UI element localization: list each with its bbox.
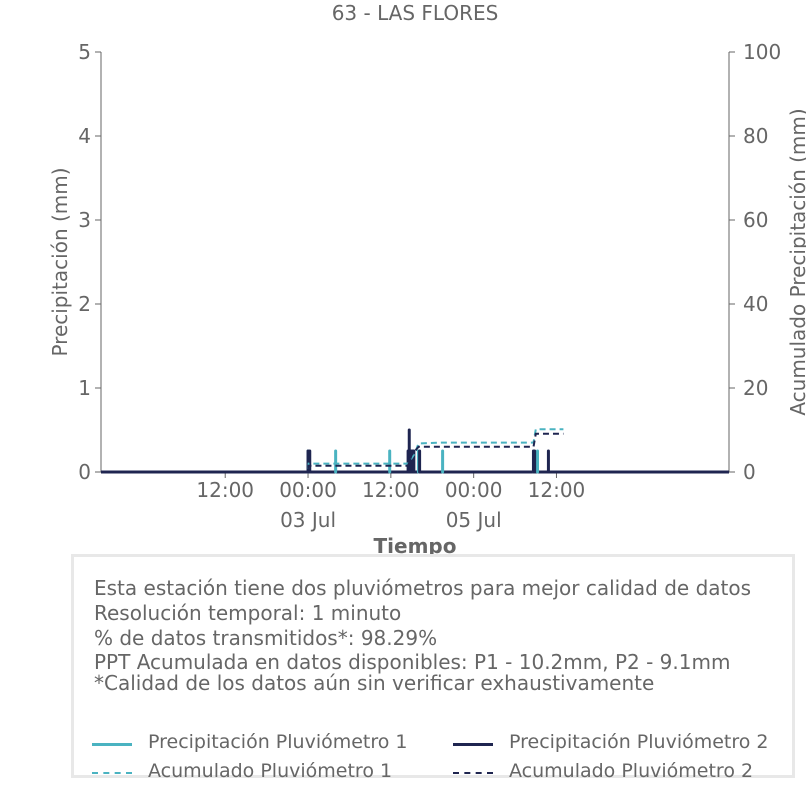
left-y-tick-label: 3: [78, 208, 91, 232]
left-y-axis-label: Precipitación (mm): [48, 167, 72, 356]
info-line-transmitted: % de datos transmitidos*: 98.29%: [94, 626, 438, 650]
legend-swatch-precip-p1: [92, 743, 132, 746]
right-y-tick-label: 20: [743, 376, 768, 400]
right-y-tick-label: 40: [743, 292, 768, 316]
right-y-axis-label: Acumulado Precipitación (mm): [786, 108, 806, 415]
info-line-quality-note: *Calidad de los datos aún sin verificar …: [94, 671, 655, 695]
left-y-tick-label: 4: [78, 124, 91, 148]
legend-swatch-acum-p2: [453, 772, 493, 774]
x-tick-date-label: 05 Jul: [446, 508, 502, 532]
right-y-tick-label: 60: [743, 208, 768, 232]
cumulative-line-2: [101, 432, 564, 473]
right-y-tick-label: 100: [743, 40, 781, 64]
x-tick-label: 12:00: [362, 478, 420, 502]
plot-area: 0 1 2 3 4 5 0 20 40 60 80 100 12:00 00:00 03 Jul 12:00 0…: [78, 40, 781, 532]
left-y-tick-label: 1: [78, 376, 91, 400]
chart-title: 63 - LAS FLORES: [332, 1, 499, 25]
x-tick-label: 12:00: [196, 478, 254, 502]
x-tick-date-label: 03 Jul: [280, 508, 336, 532]
x-tick-label: 12:00: [528, 478, 586, 502]
legend-label: Precipitación Pluviómetro 1: [148, 731, 408, 753]
x-tick-label: 00:00: [445, 478, 503, 502]
right-y-tick-label: 0: [743, 460, 756, 484]
left-y-tick-label: 2: [78, 292, 91, 316]
legend-label: Acumulado Pluviómetro 2: [509, 760, 754, 782]
legend-label: Acumulado Pluviómetro 1: [148, 760, 393, 782]
info-line-resolution: Resolución temporal: 1 minuto: [94, 601, 402, 625]
info-line-accumulated: PPT Acumulada en datos disponibles: P1 -…: [94, 650, 731, 674]
legend-label: Precipitación Pluviómetro 2: [509, 731, 769, 753]
info-panel: Esta estación tiene dos pluviómetros par…: [71, 554, 795, 782]
cumulative-line-1: [101, 428, 564, 473]
left-y-tick-label: 5: [78, 40, 91, 64]
right-y-tick-label: 80: [743, 124, 768, 148]
x-tick-label: 00:00: [279, 478, 337, 502]
legend-swatch-acum-p1: [92, 772, 132, 774]
left-y-tick-label: 0: [78, 460, 91, 484]
legend-swatch-precip-p2: [453, 743, 493, 746]
info-line-stations: Esta estación tiene dos pluviómetros par…: [94, 576, 752, 600]
